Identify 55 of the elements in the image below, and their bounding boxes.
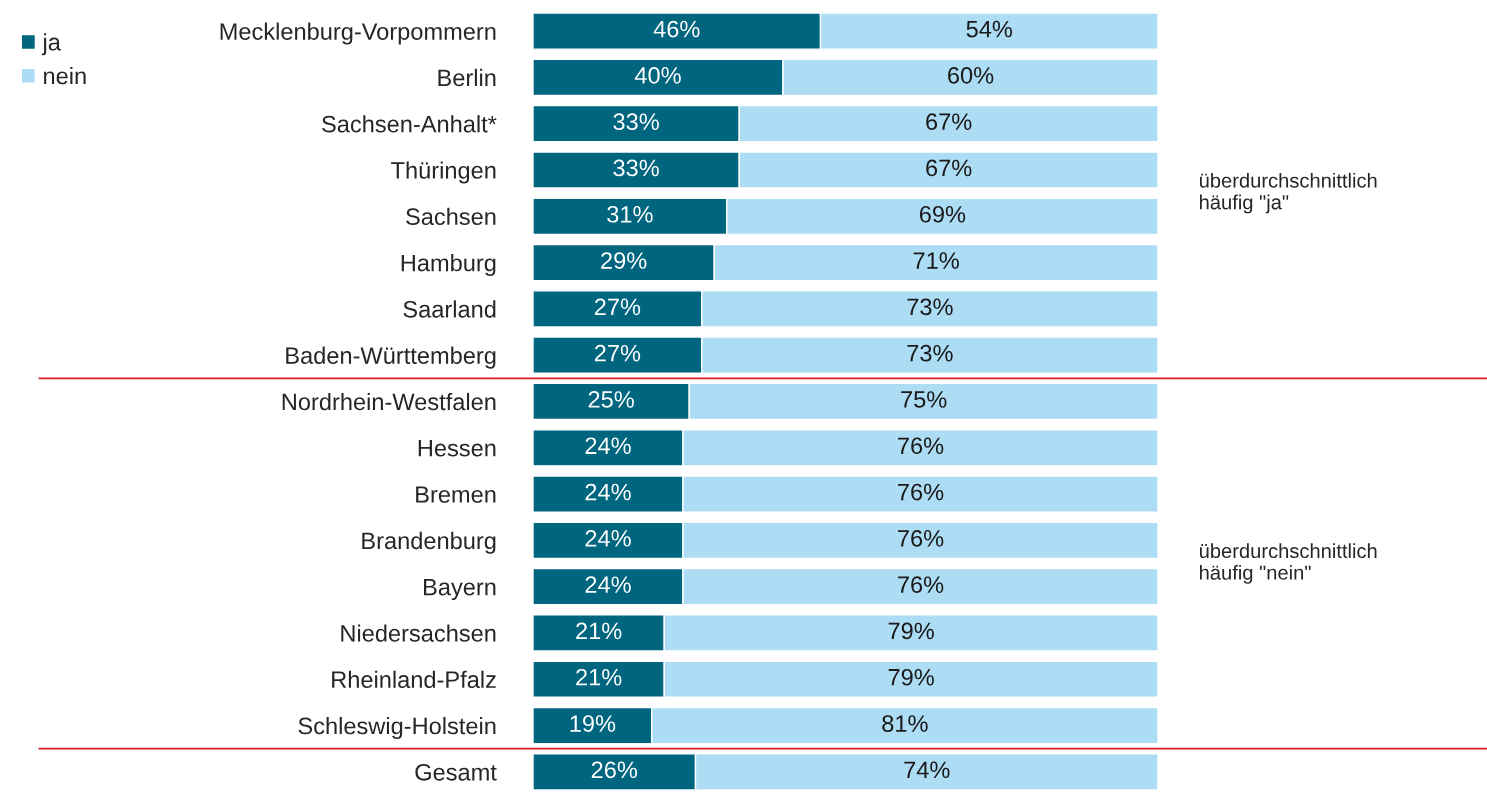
data-label: 81% <box>882 715 928 732</box>
data-label: 24% <box>585 437 631 455</box>
data-label: 67% <box>926 159 972 177</box>
data-label: 24% <box>585 483 631 501</box>
data-label: 71% <box>913 252 959 269</box>
data-label: 69% <box>919 205 966 223</box>
text: überdurchschnittlich häufig "ja" <box>1199 172 1377 214</box>
y-tick-label: Saarland <box>403 300 496 318</box>
data-label: 73% <box>907 344 953 362</box>
legend-label: nein <box>44 66 86 85</box>
data-label: 27% <box>594 344 641 362</box>
data-label: 46% <box>653 20 700 38</box>
data-label: 76% <box>898 576 944 593</box>
data-label: 19% <box>570 715 616 732</box>
y-tick-label: Sachsen <box>406 207 496 226</box>
data-label: 24% <box>585 576 631 593</box>
data-label: 67% <box>926 113 972 131</box>
data-label: 40% <box>634 67 681 84</box>
data-label: 76% <box>898 483 944 501</box>
text: überdurchschnittlich häufig "nein" <box>1199 543 1377 584</box>
data-label: 21% <box>576 622 622 640</box>
y-tick-label: Mecklenburg-Vorpommern <box>220 22 496 45</box>
data-label: 79% <box>888 622 934 640</box>
data-label: 21% <box>576 668 622 686</box>
y-tick-label: Schleswig-Holstein <box>298 717 496 740</box>
data-label: 76% <box>898 437 944 455</box>
data-label: 76% <box>898 529 944 547</box>
y-tick-label: Niedersachsen <box>341 624 496 642</box>
data-label: 60% <box>948 67 994 84</box>
y-tick-label: Sachsen-Anhalt* <box>322 115 497 133</box>
data-label: 25% <box>588 391 634 408</box>
y-tick-label: Berlin <box>438 68 496 87</box>
y-tick-label: Nordrhein-Westfalen <box>282 392 496 411</box>
data-label: 74% <box>904 761 950 779</box>
data-label: 75% <box>901 391 947 408</box>
y-tick-label: Rheinland-Pfalz <box>332 670 496 689</box>
y-tick-label: Baden-Württemberg <box>286 346 496 369</box>
y-tick-label: Hamburg <box>401 254 496 277</box>
data-label: 24% <box>585 529 631 547</box>
data-label: 73% <box>907 298 953 316</box>
data-label: 79% <box>888 668 934 686</box>
y-tick-label: Bayern <box>424 578 496 601</box>
data-label: 33% <box>613 159 659 177</box>
y-tick-label: Thüringen <box>391 161 496 184</box>
data-label: 26% <box>591 761 638 779</box>
y-tick-label: Hessen <box>418 440 496 457</box>
y-tick-label: Bremen <box>416 486 496 503</box>
data-label: 31% <box>607 205 653 223</box>
legend-label: ja <box>41 33 61 56</box>
data-label: 27% <box>594 298 641 316</box>
data-label: 29% <box>601 252 647 269</box>
data-label: 33% <box>613 113 659 131</box>
data-label: 54% <box>966 20 1013 38</box>
y-tick-label: Brandenburg <box>362 531 496 554</box>
y-tick-label: Gesamt <box>415 763 497 781</box>
